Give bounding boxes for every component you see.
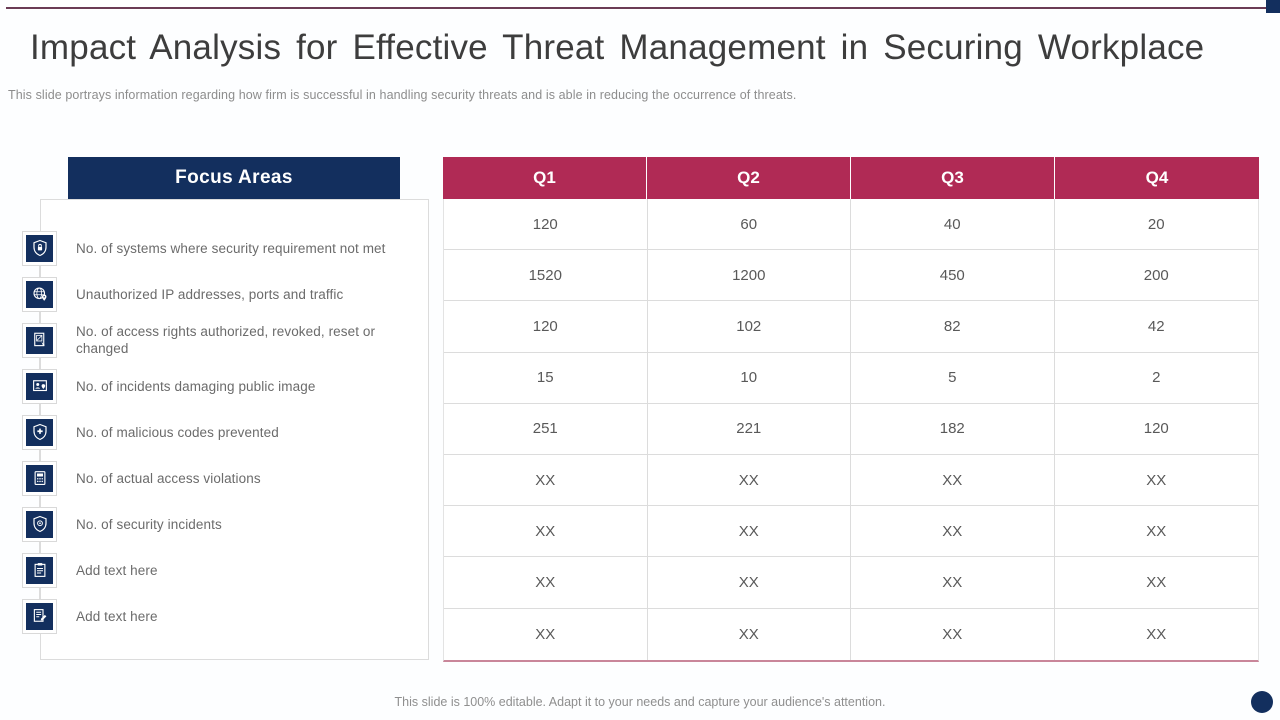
table-cell: 1520 — [444, 250, 648, 302]
table-cell: XX — [1054, 506, 1258, 558]
table-cell: 120 — [444, 301, 648, 353]
focus-areas-list: No. of systems where security requiremen… — [22, 225, 422, 639]
shield-lock-icon — [26, 234, 53, 262]
table-cell: XX — [1054, 608, 1258, 660]
focus-item-label: No. of incidents damaging public image — [76, 378, 316, 394]
table-cell: 251 — [444, 403, 648, 455]
table-cell: 60 — [647, 199, 851, 251]
focus-item-label: Add text here — [76, 608, 158, 624]
table-cell: 221 — [647, 403, 851, 455]
table-cell: 40 — [851, 199, 1055, 251]
table-cell: 450 — [851, 250, 1055, 302]
table-cell: 120 — [444, 199, 648, 251]
globe-pin-icon — [26, 280, 53, 308]
clipboard-icon — [26, 556, 53, 584]
table-cell: XX — [444, 454, 648, 507]
table-cell: XX — [851, 557, 1055, 609]
focus-item-label: Unauthorized IP addresses, ports and tra… — [76, 286, 344, 302]
list-item: No. of incidents damaging public image — [22, 363, 422, 409]
icon-box — [22, 322, 57, 358]
shield-plus-icon — [26, 418, 53, 446]
list-item: Add text here — [22, 547, 422, 593]
icon-box — [22, 552, 57, 588]
table-cell: 102 — [647, 301, 851, 353]
table-cell: 20 — [1054, 199, 1258, 251]
table-cell: 120 — [1054, 403, 1258, 455]
table-cell: 42 — [1054, 301, 1258, 353]
table-cell: 200 — [1054, 250, 1258, 302]
table-header-q2: Q2 — [647, 157, 851, 199]
access-rights-document-icon — [26, 326, 53, 354]
focus-item-label: No. of security incidents — [76, 516, 222, 532]
table-cell: XX — [444, 506, 648, 558]
icon-box — [22, 506, 57, 542]
table-cell: XX — [1054, 454, 1258, 507]
table-cell: 15 — [444, 352, 648, 404]
table-header-q4: Q4 — [1055, 157, 1259, 199]
corner-accent-square — [1266, 0, 1280, 13]
focus-item-label: No. of actual access violations — [76, 470, 261, 486]
table-cell: 82 — [851, 301, 1055, 353]
table-cell: XX — [851, 454, 1055, 507]
table-body: 120 60 40 20 1520 1200 450 200 120 102 8… — [443, 199, 1259, 662]
table-cell: XX — [851, 506, 1055, 558]
table-header-q3: Q3 — [851, 157, 1055, 199]
list-item: No. of security incidents — [22, 501, 422, 547]
focus-areas-header: Focus Areas — [68, 157, 400, 199]
table-cell: XX — [1054, 557, 1258, 609]
table-cell: 5 — [851, 352, 1055, 404]
access-device-icon — [26, 464, 53, 492]
focus-areas-panel — [40, 199, 429, 660]
icon-box — [22, 368, 57, 404]
table-cell: 182 — [851, 403, 1055, 455]
table-cell: XX — [647, 608, 851, 660]
icon-box — [22, 460, 57, 496]
list-item: Unauthorized IP addresses, ports and tra… — [22, 271, 422, 317]
icon-box — [22, 276, 57, 312]
focus-item-label: Add text here — [76, 562, 158, 578]
icon-box — [22, 598, 57, 634]
list-item: No. of access rights authorized, revoked… — [22, 317, 422, 363]
icon-box — [22, 414, 57, 450]
table-cell: XX — [851, 608, 1055, 660]
slide-subtitle: This slide portrays information regardin… — [8, 88, 797, 102]
list-item: No. of actual access violations — [22, 455, 422, 501]
table-cell: XX — [647, 557, 851, 609]
table-header-q1: Q1 — [443, 157, 647, 199]
editable-note: This slide is 100% editable. Adapt it to… — [394, 695, 886, 709]
slide-title: Impact Analysis for Effective Threat Man… — [30, 28, 1205, 67]
table-header-row: Q1 Q2 Q3 Q4 — [443, 157, 1259, 199]
table-cell: XX — [444, 557, 648, 609]
table-cell: 2 — [1054, 352, 1258, 404]
top-accent-line — [6, 7, 1280, 9]
quarterly-table: Q1 Q2 Q3 Q4 120 60 40 20 1520 1200 450 2… — [443, 157, 1259, 662]
focus-item-label: No. of access rights authorized, revoked… — [76, 324, 376, 356]
list-item: Add text here — [22, 593, 422, 639]
shield-fingerprint-icon — [26, 510, 53, 538]
table-cell: 10 — [647, 352, 851, 404]
table-cell: XX — [444, 608, 648, 660]
document-pen-icon — [26, 602, 53, 630]
list-item: No. of systems where security requiremen… — [22, 225, 422, 271]
table-cell: XX — [647, 454, 851, 507]
focus-item-label: No. of malicious codes prevented — [76, 424, 279, 440]
id-card-icon — [26, 372, 53, 400]
table-cell: XX — [647, 506, 851, 558]
list-item: No. of malicious codes prevented — [22, 409, 422, 455]
table-cell: 1200 — [647, 250, 851, 302]
corner-circle-decoration — [1251, 691, 1273, 713]
focus-item-label: No. of systems where security requiremen… — [76, 240, 386, 256]
icon-box — [22, 230, 57, 266]
